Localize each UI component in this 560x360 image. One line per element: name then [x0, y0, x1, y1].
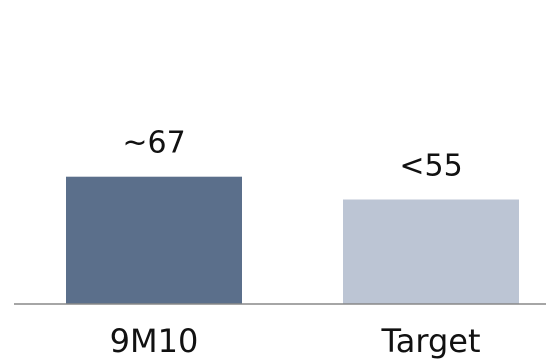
value-labels-group: ~67 <55 — [122, 126, 462, 184]
bar-target — [343, 199, 519, 304]
data-label-9m10: ~67 — [122, 126, 185, 161]
category-label-target: Target — [381, 322, 481, 360]
category-label-9m10: 9M10 — [110, 322, 199, 360]
bars-group — [66, 176, 519, 304]
bar-9m10 — [66, 176, 242, 304]
category-labels-group: 9M10 Target — [110, 322, 481, 360]
data-label-target: <55 — [399, 149, 462, 184]
